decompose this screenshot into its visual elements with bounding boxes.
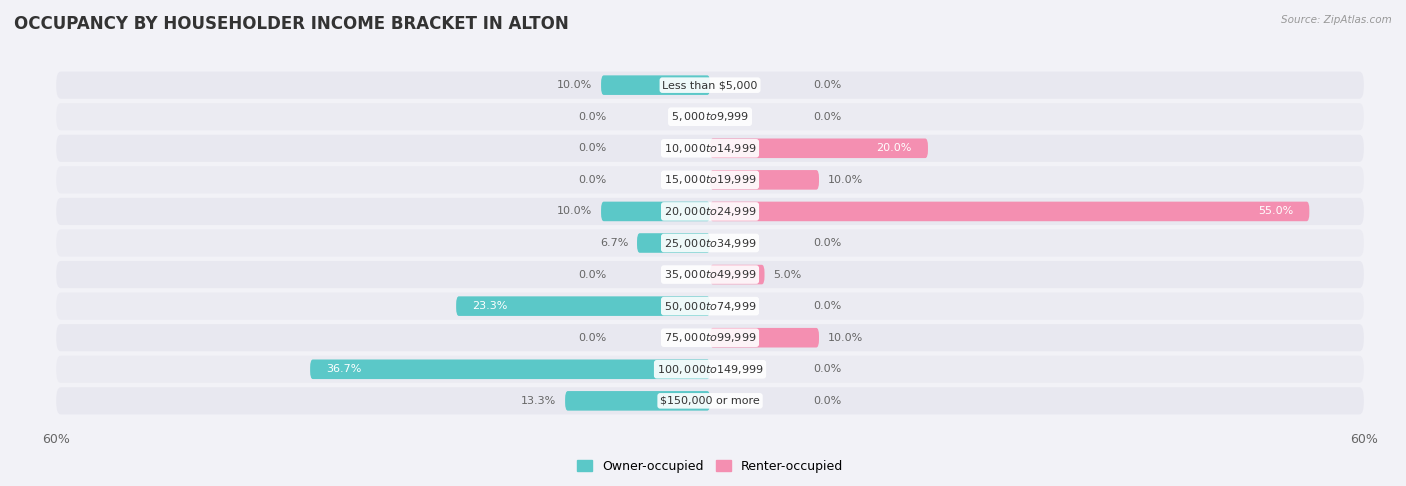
- FancyBboxPatch shape: [56, 135, 1364, 162]
- FancyBboxPatch shape: [56, 356, 1364, 383]
- Legend: Owner-occupied, Renter-occupied: Owner-occupied, Renter-occupied: [576, 460, 844, 473]
- FancyBboxPatch shape: [710, 328, 818, 347]
- Text: 0.0%: 0.0%: [814, 301, 842, 311]
- FancyBboxPatch shape: [710, 202, 1309, 221]
- Text: 0.0%: 0.0%: [578, 333, 606, 343]
- FancyBboxPatch shape: [56, 261, 1364, 288]
- Text: Source: ZipAtlas.com: Source: ZipAtlas.com: [1281, 15, 1392, 25]
- Text: 0.0%: 0.0%: [578, 112, 606, 122]
- FancyBboxPatch shape: [710, 265, 765, 284]
- FancyBboxPatch shape: [710, 170, 818, 190]
- Text: 5.0%: 5.0%: [773, 270, 801, 279]
- Text: 13.3%: 13.3%: [522, 396, 557, 406]
- FancyBboxPatch shape: [311, 360, 710, 379]
- FancyBboxPatch shape: [565, 391, 710, 411]
- Text: 6.7%: 6.7%: [600, 238, 628, 248]
- FancyBboxPatch shape: [456, 296, 710, 316]
- FancyBboxPatch shape: [56, 198, 1364, 225]
- Text: 0.0%: 0.0%: [814, 396, 842, 406]
- Text: $15,000 to $19,999: $15,000 to $19,999: [664, 174, 756, 186]
- Text: $150,000 or more: $150,000 or more: [661, 396, 759, 406]
- FancyBboxPatch shape: [56, 166, 1364, 193]
- FancyBboxPatch shape: [56, 229, 1364, 257]
- Text: Less than $5,000: Less than $5,000: [662, 80, 758, 90]
- Text: 10.0%: 10.0%: [557, 80, 592, 90]
- Text: 0.0%: 0.0%: [814, 364, 842, 374]
- Text: $25,000 to $34,999: $25,000 to $34,999: [664, 237, 756, 249]
- Text: 0.0%: 0.0%: [578, 143, 606, 153]
- Text: $5,000 to $9,999: $5,000 to $9,999: [671, 110, 749, 123]
- Text: 10.0%: 10.0%: [557, 207, 592, 216]
- Text: $35,000 to $49,999: $35,000 to $49,999: [664, 268, 756, 281]
- Text: 10.0%: 10.0%: [828, 333, 863, 343]
- Text: $10,000 to $14,999: $10,000 to $14,999: [664, 142, 756, 155]
- Text: OCCUPANCY BY HOUSEHOLDER INCOME BRACKET IN ALTON: OCCUPANCY BY HOUSEHOLDER INCOME BRACKET …: [14, 15, 569, 33]
- FancyBboxPatch shape: [56, 71, 1364, 99]
- Text: $100,000 to $149,999: $100,000 to $149,999: [657, 363, 763, 376]
- Text: 0.0%: 0.0%: [814, 80, 842, 90]
- FancyBboxPatch shape: [56, 387, 1364, 415]
- Text: 10.0%: 10.0%: [828, 175, 863, 185]
- Text: 55.0%: 55.0%: [1258, 207, 1294, 216]
- FancyBboxPatch shape: [56, 103, 1364, 130]
- Text: 0.0%: 0.0%: [814, 112, 842, 122]
- Text: $50,000 to $74,999: $50,000 to $74,999: [664, 300, 756, 312]
- Text: 0.0%: 0.0%: [578, 270, 606, 279]
- Text: 20.0%: 20.0%: [876, 143, 911, 153]
- Text: $20,000 to $24,999: $20,000 to $24,999: [664, 205, 756, 218]
- FancyBboxPatch shape: [56, 324, 1364, 351]
- FancyBboxPatch shape: [602, 202, 710, 221]
- Text: 0.0%: 0.0%: [578, 175, 606, 185]
- FancyBboxPatch shape: [710, 139, 928, 158]
- FancyBboxPatch shape: [602, 75, 710, 95]
- Text: 36.7%: 36.7%: [326, 364, 361, 374]
- FancyBboxPatch shape: [637, 233, 710, 253]
- Text: 0.0%: 0.0%: [814, 238, 842, 248]
- FancyBboxPatch shape: [56, 293, 1364, 320]
- Text: $75,000 to $99,999: $75,000 to $99,999: [664, 331, 756, 344]
- Text: 23.3%: 23.3%: [472, 301, 508, 311]
